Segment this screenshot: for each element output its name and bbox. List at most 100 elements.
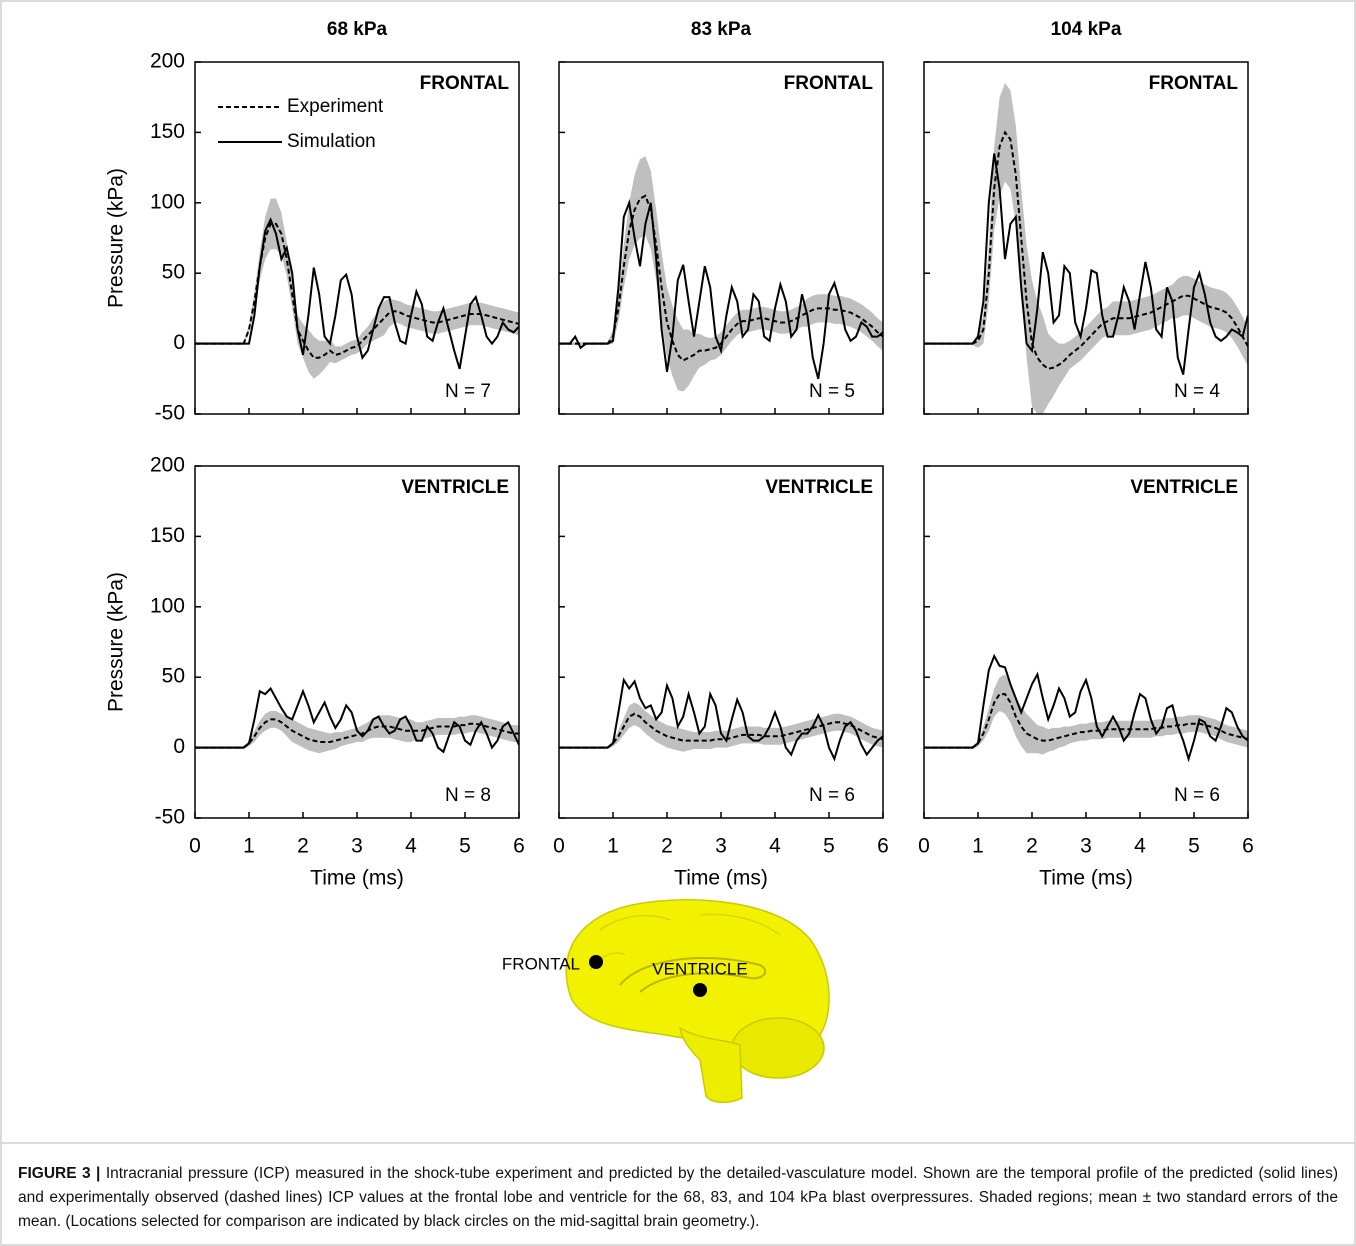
simulation-line: [924, 153, 1248, 375]
x-tick-label: 5: [459, 835, 471, 858]
sample-size: N = 6: [1174, 785, 1220, 806]
x-tick-label: 5: [823, 835, 835, 858]
panel: 83 kPa FRONTAL N = 5: [558, 19, 884, 415]
x-tick-label: 3: [351, 835, 363, 858]
x-tick-label: 4: [769, 835, 781, 858]
axes-box: [923, 465, 1249, 819]
y-tick-label: 50: [162, 665, 185, 688]
x-tick-label: 2: [661, 835, 673, 858]
y-tick-label: 150: [150, 524, 185, 547]
experiment-line: [559, 712, 883, 749]
plot-area: [559, 677, 883, 762]
x-tick-label: 0: [189, 835, 201, 858]
x-tick-label: 1: [243, 835, 255, 858]
y-tick-label: 150: [150, 120, 185, 143]
simulation-line: [195, 217, 519, 370]
x-tick-label: 6: [877, 835, 889, 858]
error-band: [924, 674, 1248, 755]
x-tick-label: 6: [513, 835, 525, 858]
legend-label: Simulation: [287, 131, 376, 152]
sample-size: N = 7: [445, 381, 491, 402]
sample-size: N = 6: [809, 785, 855, 806]
x-tick-label: 2: [297, 835, 309, 858]
experiment-line: [924, 693, 1248, 749]
plot-area: [195, 198, 519, 379]
plot-area: [924, 83, 1248, 414]
plot-area: [559, 156, 883, 392]
x-tick-label: 6: [1242, 835, 1254, 858]
legend-label: Experiment: [287, 96, 384, 117]
panel: 104 kPa FRONTAL N = 4: [923, 19, 1249, 415]
location-label: VENTRICLE: [765, 477, 873, 498]
ventricle-label: VENTRICLE: [652, 959, 747, 978]
location-label: FRONTAL: [420, 73, 510, 94]
panel: -50 0 50 100 150 200 68 kPa FRONTAL N = 7 Pressur…: [105, 19, 520, 425]
error-band: [559, 156, 883, 392]
x-tick-label: 4: [1134, 835, 1146, 858]
experiment-line: [195, 222, 519, 359]
location-label: VENTRICLE: [401, 477, 509, 498]
y-tick-label: 0: [173, 331, 185, 354]
axes-box: [194, 465, 520, 819]
x-tick-label: 0: [918, 835, 930, 858]
location-label: FRONTAL: [784, 73, 874, 94]
y-axis-label: Pressure (kPa): [105, 168, 128, 308]
x-axis-label: Time (ms): [674, 867, 768, 890]
frontal-marker: [589, 955, 603, 969]
location-label: VENTRICLE: [1130, 477, 1238, 498]
axes-box: [923, 61, 1249, 415]
caption-label: FIGURE 3 |: [18, 1165, 101, 1182]
y-axis-label: Pressure (kPa): [105, 572, 128, 712]
column-title: 104 kPa: [1051, 19, 1122, 40]
cerebrum: [565, 899, 830, 1058]
error-band: [559, 702, 883, 752]
ventricle-marker: [693, 983, 707, 997]
x-axis-label: Time (ms): [1039, 867, 1133, 890]
x-tick-label: 3: [715, 835, 727, 858]
y-tick-label: 200: [150, 50, 185, 73]
y-tick-label: 100: [150, 594, 185, 617]
column-title: 68 kPa: [327, 19, 388, 40]
x-tick-label: 5: [1188, 835, 1200, 858]
axes-box: [558, 61, 884, 415]
error-band: [195, 198, 519, 379]
y-tick-label: 100: [150, 190, 185, 213]
simulation-line: [559, 677, 883, 762]
x-tick-label: 1: [972, 835, 984, 858]
x-tick-label: 3: [1080, 835, 1092, 858]
frontal-label: FRONTAL: [502, 954, 580, 973]
plot-area: [195, 686, 519, 754]
sample-size: N = 4: [1174, 381, 1220, 402]
location-label: FRONTAL: [1149, 73, 1239, 94]
panel: 0 1 2 3 4 5 6 VENTRICLE N = 6 Time (ms): [918, 465, 1254, 890]
experiment-line: [195, 718, 519, 749]
panel: 0 1 2 3 4 5 6 VENTRICLE N = 6 Time (ms): [553, 465, 889, 890]
x-axis-label: Time (ms): [310, 867, 404, 890]
error-band: [924, 83, 1248, 414]
x-tick-label: 4: [405, 835, 417, 858]
sample-size: N = 5: [809, 381, 855, 402]
simulation-line: [195, 686, 519, 754]
column-title: 83 kPa: [691, 19, 752, 40]
caption: FIGURE 3 | Intracranial pressure (ICP) m…: [18, 1162, 1338, 1234]
plot-area: [924, 653, 1248, 763]
simulation-line: [559, 198, 883, 380]
simulation-line: [924, 653, 1248, 763]
x-tick-label: 0: [553, 835, 565, 858]
experiment-line: [924, 130, 1248, 370]
cerebellum: [731, 1017, 825, 1079]
y-tick-label: -50: [155, 806, 185, 829]
x-tick-label: 2: [1026, 835, 1038, 858]
y-tick-label: 0: [173, 735, 185, 758]
corpus-callosum: [619, 956, 767, 993]
caption-text: Intracranial pressure (ICP) measured in …: [18, 1165, 1338, 1230]
y-tick-label: 200: [150, 454, 185, 477]
brain-diagram: FRONTAL VENTRICLE: [502, 899, 830, 1103]
y-tick-label: -50: [155, 402, 185, 425]
x-tick-label: 1: [607, 835, 619, 858]
y-tick-label: 50: [162, 261, 185, 284]
axes-box: [558, 465, 884, 819]
